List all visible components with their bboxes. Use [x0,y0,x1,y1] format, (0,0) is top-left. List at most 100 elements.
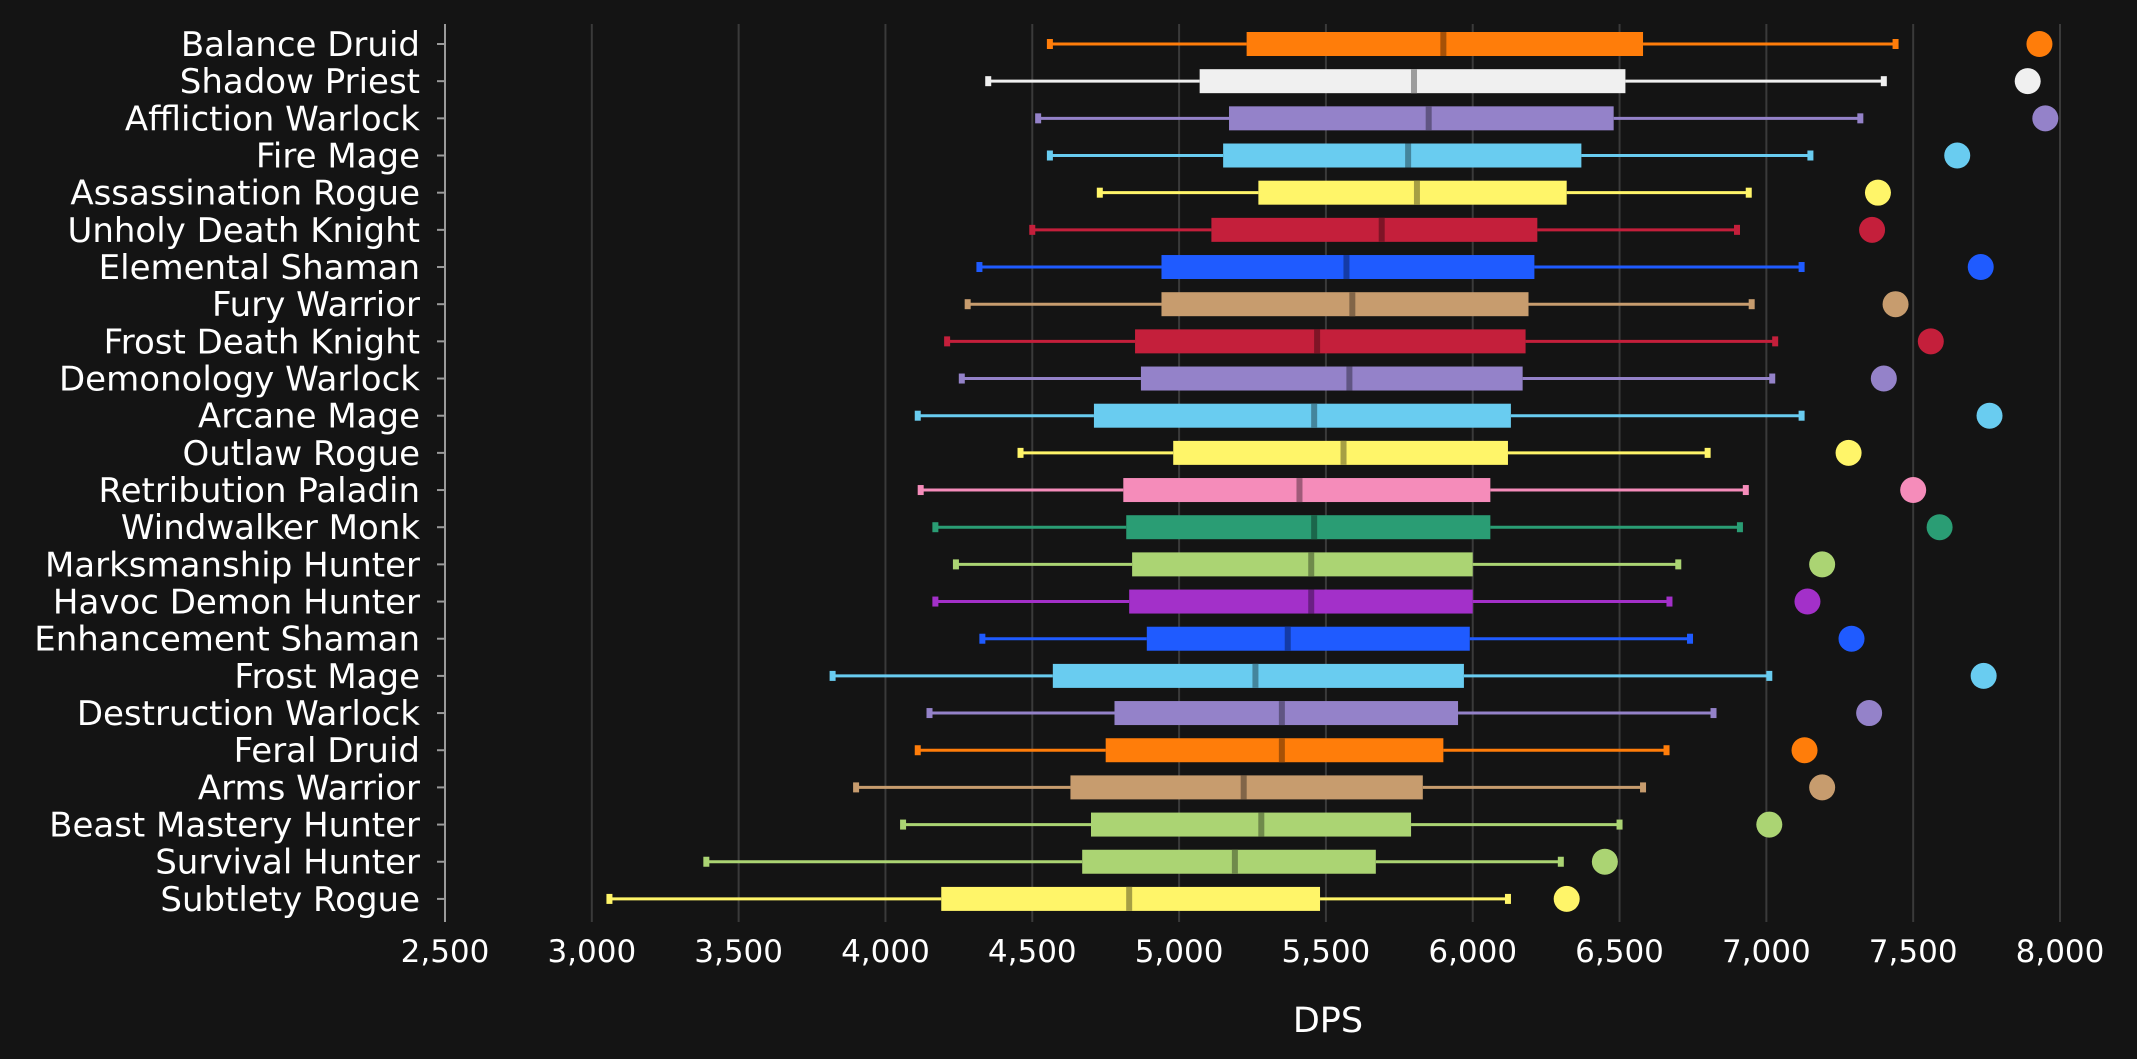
median-marker [1340,440,1347,465]
max-point [1870,365,1897,392]
whisker-low-cap [1035,113,1042,124]
whisker-low-cap [958,373,965,384]
box-row [1017,439,1862,466]
max-point [1838,625,1865,652]
max-point [1756,811,1783,838]
whisker-high-cap [1736,522,1743,533]
box-row [976,254,1994,281]
iqr-box [1146,626,1470,651]
spec-label: Outlaw Rogue [183,434,421,474]
x-tick-label: 5,000 [1135,934,1224,970]
y-axis-ticks [437,43,445,900]
median-marker [1413,180,1420,205]
whisker-low-cap [606,893,613,904]
whisker-low-cap [944,336,951,347]
spec-label: Frost Death Knight [104,322,420,362]
iqr-box [1223,143,1582,168]
x-tick-label: 7,000 [1722,934,1811,970]
max-point [1917,328,1944,355]
spec-label: Demonology Warlock [59,360,420,400]
whisker-low-cap [914,745,921,756]
whisker-low-cap [1046,150,1053,161]
whisker-low-cap [1046,39,1053,49]
grid-layer [590,24,2061,922]
max-point [2026,31,2053,57]
spec-label: Windwalker Monk [121,508,420,548]
whisker-high-cap [1766,670,1773,681]
whisker-high-cap [1745,187,1752,198]
max-point [1944,142,1971,169]
box-row [829,662,1997,689]
median-marker [1231,849,1238,874]
whisker-high-cap [1616,819,1623,830]
median-marker [1425,106,1432,131]
x-axis-title: DPS [1293,1001,1363,1041]
spec-label: Beast Mastery Hunter [49,806,420,846]
spec-label: Destruction Warlock [77,694,420,734]
iqr-box [1161,292,1529,317]
whisker-high-cap [1742,485,1749,496]
median-marker [1440,32,1447,56]
spec-label: Shadow Priest [180,62,420,102]
box-row [853,774,1836,801]
box-row [1096,179,1891,206]
box-row [914,737,1818,764]
x-tick-label: 6,000 [1428,934,1517,970]
spec-label: Fury Warrior [212,285,420,325]
median-marker [1349,292,1356,317]
max-point [1970,662,1997,689]
x-tick-label: 6,500 [1575,934,1664,970]
max-point [1794,588,1821,615]
iqr-box [1123,478,1491,503]
iqr-box [1114,701,1459,726]
median-marker [1240,775,1247,800]
whisker-low-cap [932,522,939,533]
iqr-box [1105,738,1444,763]
whisker-high-cap [1710,708,1717,719]
iqr-box [1229,106,1614,131]
x-tick-label: 3,500 [694,934,783,970]
spec-label: Retribution Paladin [98,471,420,511]
max-point [2014,68,2041,95]
whisker-high-cap [1807,150,1814,161]
whisker-low-cap [976,262,983,273]
whisker-high-cap [1704,447,1711,458]
whisker-high-cap [1748,299,1755,310]
whisker-high-cap [1675,559,1682,570]
median-marker [1378,217,1385,242]
max-point [1553,885,1580,912]
max-point [1882,291,1909,318]
whisker-low-cap [932,596,939,607]
whisker-high-cap [1798,262,1805,273]
whisker-low-cap [914,410,921,421]
box-row [932,588,1821,615]
max-point [2032,105,2059,132]
iqr-box [1091,812,1412,837]
x-tick-label: 8,000 [2016,934,2105,970]
whisker-low-cap [853,782,860,793]
whisker-low-cap [829,670,836,681]
spec-label: Balance Druid [181,25,420,65]
median-marker [1258,812,1265,837]
max-point [1791,737,1818,764]
x-tick-label: 5,500 [1282,934,1371,970]
whisker-low-cap [952,559,959,570]
x-tick-label: 3,000 [547,934,636,970]
spec-label: Fire Mage [256,137,420,177]
max-point [1864,179,1891,206]
box-row [958,365,1897,392]
median-marker [1296,478,1303,503]
max-point [1591,848,1618,875]
box-series [606,31,2059,912]
whisker-low-cap [1029,224,1036,235]
spec-label: Survival Hunter [155,843,420,883]
whisker-high-cap [1769,373,1776,384]
spec-label: Enhancement Shaman [34,620,420,660]
box-row [985,68,2041,95]
whisker-low-cap [917,485,924,496]
box-row [703,848,1618,875]
whisker-high-cap [1666,596,1673,607]
whisker-high-cap [1772,336,1779,347]
whisker-low-cap [964,299,971,310]
